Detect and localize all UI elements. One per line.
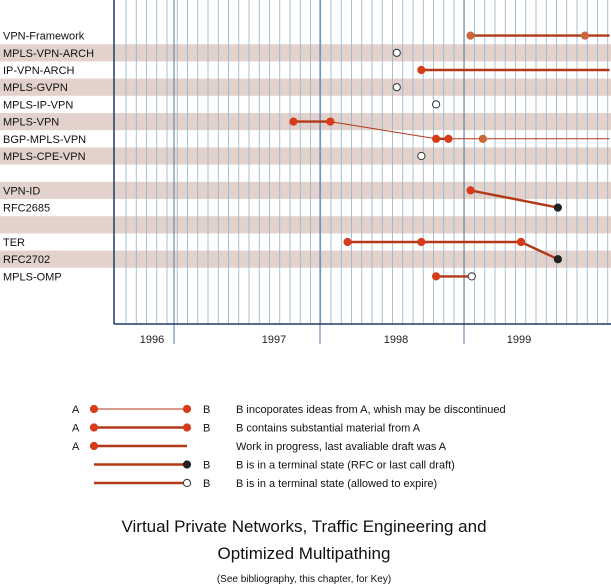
row-label: MPLS-CPE-VPN <box>3 151 86 163</box>
row-bands <box>0 44 611 268</box>
timeline-dot <box>89 404 99 414</box>
year-label: 1998 <box>384 334 408 346</box>
timeline-dot <box>326 117 335 126</box>
row-label: MPLS-OMP <box>3 271 62 283</box>
year-label: 1996 <box>140 334 164 346</box>
title-line-2: Optimized Multipathing <box>218 544 391 563</box>
timeline-dot <box>580 31 590 40</box>
row-label: MPLS-VPN-ARCH <box>3 48 94 60</box>
timeline-dot <box>444 134 453 143</box>
legend-b-label: B <box>203 423 210 435</box>
row-band <box>0 250 611 268</box>
timeline-dot <box>89 441 99 451</box>
legend-description: Work in progress, last avaliable draft w… <box>236 441 447 453</box>
row-label: VPN-ID <box>3 185 40 197</box>
timeline-dot <box>182 460 192 469</box>
axes <box>113 0 611 325</box>
legend-b-label: B <box>203 460 210 472</box>
timeline-dot <box>182 423 192 432</box>
timeline-dots <box>289 31 590 281</box>
timeline-dot <box>432 100 441 109</box>
legend-a-label: A <box>72 441 80 453</box>
timeline-dot <box>417 237 426 247</box>
row-band <box>0 181 611 199</box>
timeline-dot <box>289 117 298 126</box>
timeline-dot <box>467 272 476 281</box>
timeline-dot <box>343 237 352 247</box>
legend-b-label: B <box>203 478 210 490</box>
row-label: TER <box>3 237 25 249</box>
timeline-dot <box>516 237 526 247</box>
timeline-connector <box>520 240 559 261</box>
row-band <box>0 44 611 62</box>
year-label: 1997 <box>262 334 286 346</box>
timeline-dot <box>553 255 562 264</box>
row-label: IP-VPN-ARCH <box>3 65 75 77</box>
grid-lines <box>125 0 609 344</box>
timeline-dot <box>466 31 475 40</box>
timeline-dot <box>478 134 487 143</box>
timeline-connector <box>330 121 437 140</box>
row-label: BGP-MPLS-VPN <box>3 134 86 146</box>
row-labels: VPN-Framework MPLS-VPN-ARCH IP-VPN-ARCH MPL… <box>3 31 94 284</box>
title-line-1: Virtual Private Networks, Traffic Engine… <box>121 517 486 536</box>
row-label: VPN-Framework <box>3 31 85 43</box>
legend-description: B incoporates ideas from A, whish may be… <box>236 404 506 416</box>
row-label: MPLS-VPN <box>3 117 59 129</box>
timeline-dot <box>417 65 426 75</box>
timeline-links <box>293 34 610 278</box>
timeline-connector <box>470 189 559 209</box>
row-band <box>0 216 611 234</box>
legend-description: B contains substantial material from A <box>236 423 421 435</box>
legend-a-label: A <box>72 404 80 416</box>
timeline-dot <box>392 48 401 57</box>
row-label: RFC2702 <box>3 254 50 266</box>
legend: A B B incoporates ideas from A, whish may … <box>72 404 506 490</box>
row-label: RFC2685 <box>3 203 50 215</box>
timeline-dot <box>417 151 426 161</box>
row-band <box>0 147 611 165</box>
row-label: MPLS-IP-VPN <box>3 99 73 111</box>
legend-description: B is in a terminal state (RFC or last ca… <box>236 460 455 472</box>
legend-b-label: B <box>203 404 210 416</box>
subtitle: (See bibliography, this chapter, for Key… <box>217 574 391 585</box>
timeline-dot <box>182 478 192 488</box>
row-band <box>0 78 611 96</box>
timeline-dot <box>553 203 562 212</box>
legend-a-label: A <box>72 423 80 435</box>
timeline-dot <box>466 186 475 195</box>
legend-description: B is in a terminal state (allowed to exp… <box>236 478 437 490</box>
year-labels: 1996 1997 1998 1999 <box>140 334 531 346</box>
timeline-dot <box>182 404 192 414</box>
timeline-dot <box>392 83 401 92</box>
timeline-dot <box>432 272 441 281</box>
timeline-dot <box>432 134 441 143</box>
year-label: 1999 <box>507 334 531 346</box>
row-label: MPLS-GVPN <box>3 82 68 94</box>
timeline-dot <box>89 423 99 432</box>
